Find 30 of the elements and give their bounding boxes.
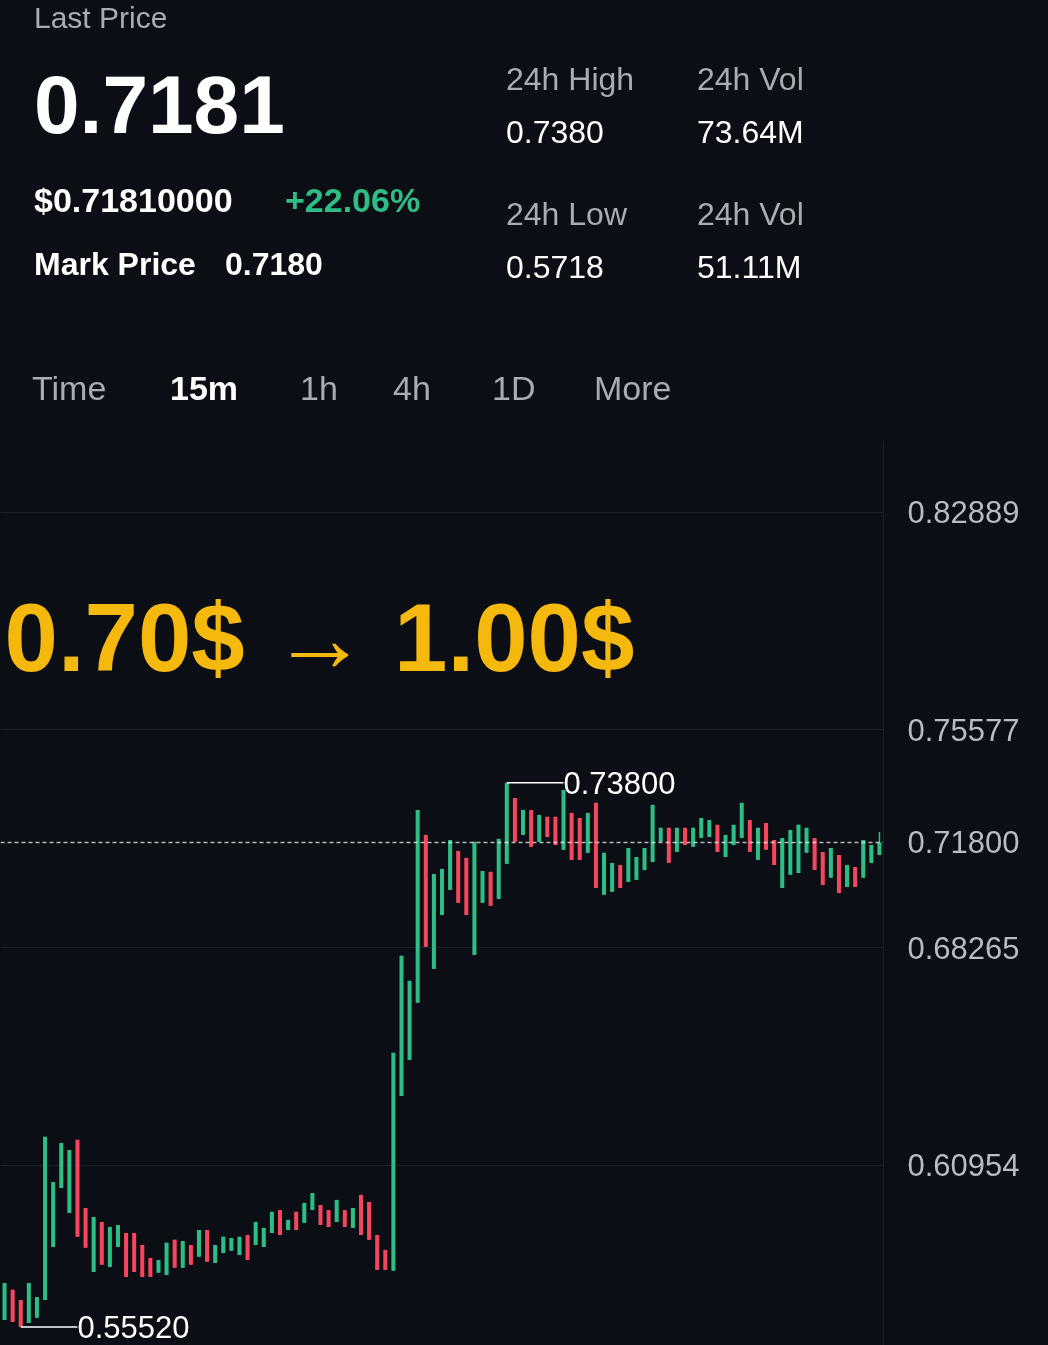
text: 1h [300, 367, 338, 409]
text: Mark Price [34, 245, 196, 285]
y-tick-label: 0.60954 [907, 1148, 1020, 1184]
text: 73.64M [697, 113, 804, 153]
ref-line-label: 0.71800 [907, 825, 1020, 861]
text: Time [32, 367, 107, 409]
text: 15m [170, 367, 239, 409]
text: 0.7380 [506, 113, 604, 153]
text: 4h [393, 367, 431, 409]
text: 24h Low [506, 195, 627, 235]
y-tick-label: 0.68265 [907, 930, 1020, 966]
y-tick-label: 0.75577 [907, 712, 1020, 748]
text: +22.06% [285, 179, 421, 221]
text: 24h High [506, 60, 635, 100]
text: 1D [492, 367, 536, 409]
text: 0.7181 [34, 58, 285, 153]
text: 51.11M [697, 248, 802, 288]
annotation: 0.70$ → 1.00$ [4, 583, 635, 691]
candlestick [877, 831, 882, 856]
candlestick [618, 864, 623, 889]
text: 24h Vol [697, 60, 804, 100]
y-tick-label: 0.82889 [907, 495, 1020, 531]
text: Last Price [34, 0, 168, 36]
text: More [594, 367, 672, 409]
annotation: 0.55520 [77, 1310, 190, 1345]
text: 0.7180 [225, 245, 323, 285]
text: 0.5718 [506, 248, 604, 288]
text: 24h Vol [697, 195, 804, 235]
annotation: 0.73800 [563, 765, 676, 801]
text: $0.71810000 [34, 179, 233, 221]
